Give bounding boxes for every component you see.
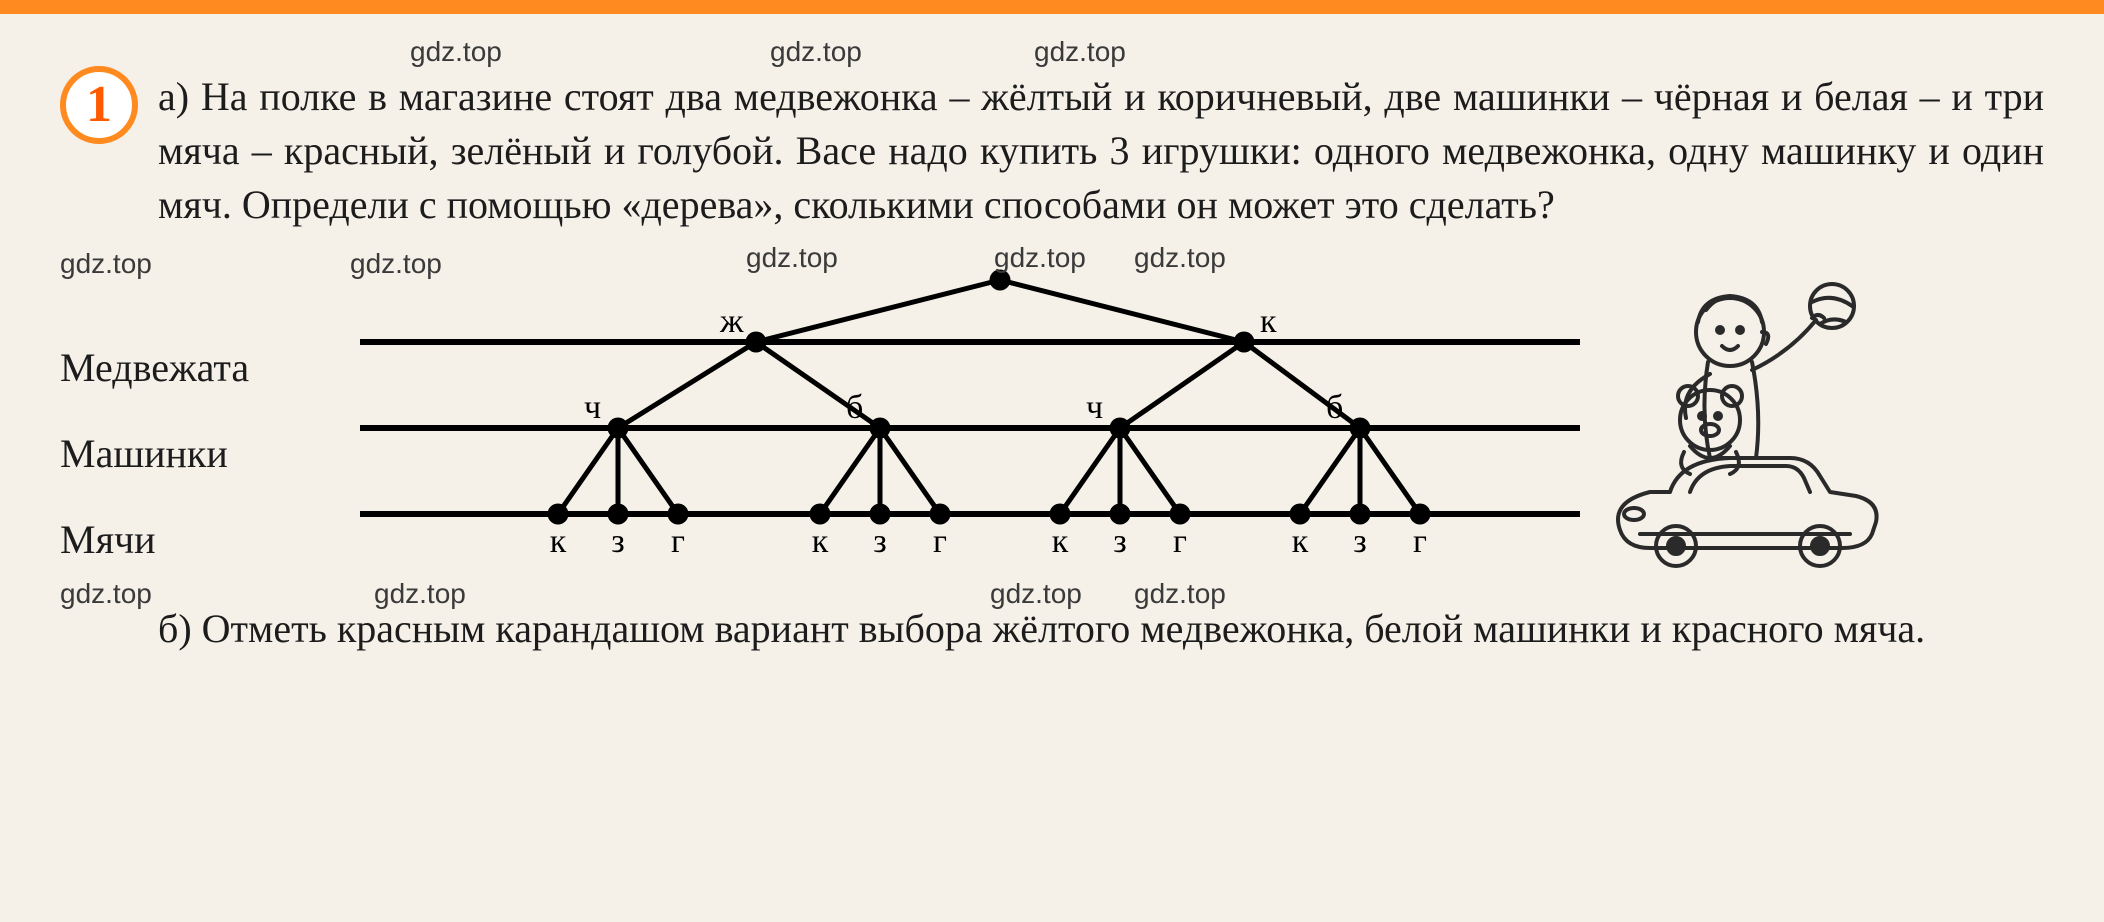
- part-b-label: б): [158, 606, 192, 651]
- svg-text:з: з: [611, 523, 624, 560]
- svg-text:к: к: [812, 523, 829, 560]
- svg-text:ч: ч: [1086, 389, 1103, 426]
- svg-text:г: г: [933, 523, 947, 560]
- decision-tree: жкчбчбкзгкзгкзгкзг gdz.top gdz.top gdz.t…: [360, 262, 1580, 572]
- svg-text:з: з: [1113, 523, 1126, 560]
- svg-text:к: к: [1260, 303, 1277, 340]
- svg-text:ч: ч: [584, 389, 601, 426]
- row-label-bears: Медвежата: [60, 324, 360, 410]
- part-a-label: а): [158, 74, 189, 119]
- page: 1 а) На полке в магазине стоят два медве…: [0, 0, 2104, 922]
- problem-1: 1 а) На полке в магазине стоят два медве…: [60, 70, 2044, 232]
- row-label-cars: Машинки: [60, 410, 360, 496]
- top-accent-bar: [0, 0, 2104, 14]
- problem-text-b: б) Отметь красным карандашом вариант выб…: [60, 602, 2044, 656]
- svg-text:к: к: [1052, 523, 1069, 560]
- illustration-boy-toys: [1580, 262, 1900, 572]
- svg-text:з: з: [873, 523, 886, 560]
- svg-text:к: к: [550, 523, 567, 560]
- problem-text-a: а) На полке в магазине стоят два медвежо…: [158, 70, 2044, 232]
- svg-text:к: к: [1292, 523, 1309, 560]
- tree-row-labels: Медвежата Машинки Мячи: [60, 262, 360, 582]
- svg-text:б: б: [846, 389, 863, 426]
- illustration-svg: [1580, 262, 1900, 572]
- watermark: gdz.top: [770, 36, 862, 68]
- problem-number-badge: 1: [60, 66, 138, 144]
- watermark: gdz.top: [1034, 36, 1126, 68]
- svg-text:г: г: [1413, 523, 1427, 560]
- svg-text:г: г: [671, 523, 685, 560]
- diagram-row: Медвежата Машинки Мячи ж к ч б ч б к з г к з г к з г к з…: [60, 262, 2044, 582]
- part-b-body: Отметь красным карандашом вариант выбора…: [202, 606, 1926, 651]
- part-a-body: На полке в магазине стоят два медвежонка…: [158, 74, 2044, 227]
- svg-text:б: б: [1326, 389, 1343, 426]
- watermark: gdz.top: [410, 36, 502, 68]
- svg-text:г: г: [1173, 523, 1187, 560]
- svg-text:з: з: [1353, 523, 1366, 560]
- svg-text:ж: ж: [719, 303, 744, 340]
- row-label-balls: Мячи: [60, 496, 360, 582]
- decision-tree-svg: ж к ч б ч б к з г к з г к з г к з г: [360, 262, 1580, 572]
